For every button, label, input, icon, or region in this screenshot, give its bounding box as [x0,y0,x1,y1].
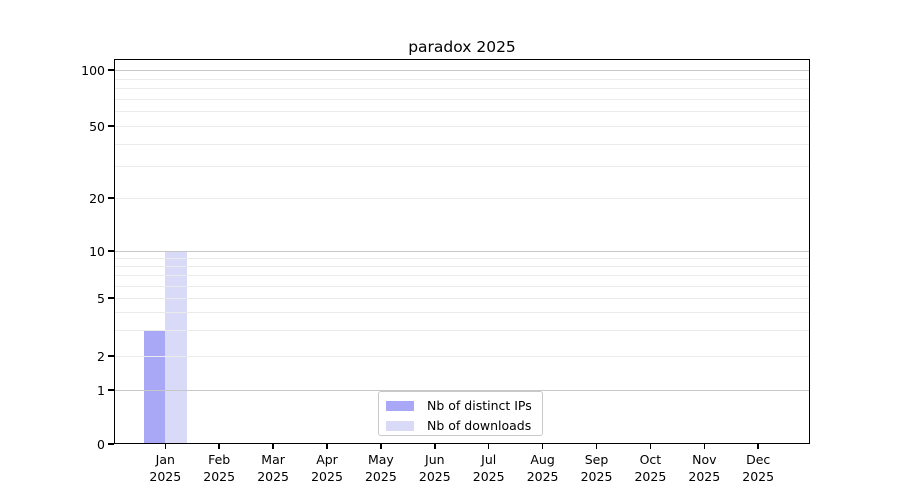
x-tick-label-aug: Aug 2025 [515,451,571,485]
x-tick-label-oct: Oct 2025 [622,451,678,485]
x-tick-jun [434,444,436,449]
x-tick-month-feb: Feb [208,452,231,467]
x-tick-year-aug: 2025 [526,469,559,484]
gridline-minor-30 [114,166,810,168]
x-tick-month-apr: Apr [316,452,338,467]
x-tick-year-dec: 2025 [742,469,775,484]
y-tick-label-10: 10 [89,243,105,259]
bar-downloads-jan [165,251,187,444]
chart-title: paradox 2025 [408,38,516,56]
x-tick-month-mar: Mar [261,452,285,467]
legend-item-downloads: Nb of downloads [386,416,542,435]
x-tick-label-dec: Dec 2025 [730,451,786,485]
x-tick-year-feb: 2025 [203,469,236,484]
x-tick-month-dec: Dec [746,452,771,467]
x-tick-year-apr: 2025 [311,469,343,484]
x-tick-oct [649,444,652,449]
bar-distinct-ips-jan [143,330,166,444]
x-tick-month-jun: Jun [425,452,445,467]
x-tick-year-oct: 2025 [634,469,667,484]
x-tick-sep [595,444,598,449]
gridline-minor-40 [114,143,810,145]
gridline-minor-2 [114,356,810,357]
y-tick-1 [108,389,114,391]
x-tick-jan [164,444,167,449]
gridline-minor-60 [114,111,810,113]
gridline-minor-9 [114,258,810,260]
x-tick-month-jan: Jan [155,452,175,467]
y-tick-20 [108,197,114,199]
y-tick-5 [108,297,114,299]
y-tick-label-50: 50 [89,118,105,134]
gridline-minor-4 [114,312,810,314]
x-tick-label-jun: Jun 2025 [407,451,463,485]
legend: Nb of distinct IPs Nb of downloads [378,391,543,436]
gridline-minor-90 [114,78,810,80]
y-tick-0 [108,443,114,445]
x-tick-apr [326,444,328,449]
x-tick-month-aug: Aug [530,452,555,467]
y-tick-label-2: 2 [97,348,105,364]
gridline-major-10 [114,251,810,252]
x-tick-label-may: May 2025 [353,451,409,485]
legend-label-downloads: Nb of downloads [427,417,532,433]
x-tick-year-jan: 2025 [149,469,182,484]
legend-swatch-downloads [386,420,414,431]
x-tick-year-sep: 2025 [580,469,613,484]
x-tick-year-jul: 2025 [472,469,505,484]
x-tick-nov [703,444,706,449]
y-tick-label-1: 1 [97,382,105,398]
x-tick-year-mar: 2025 [257,469,289,484]
y-tick-50 [108,125,114,127]
gridline-minor-5 [114,298,810,299]
x-tick-dec [757,444,759,449]
x-tick-month-may: May [367,452,394,467]
gridline-minor-50 [114,126,810,127]
y-tick-label-5: 5 [97,290,105,306]
x-tick-label-apr: Apr 2025 [299,451,355,485]
x-tick-year-nov: 2025 [688,469,721,484]
x-tick-month-sep: Sep [584,452,609,467]
y-tick-10 [108,250,114,252]
gridline-minor-70 [114,98,810,100]
legend-label-distinct-ips: Nb of distinct IPs [427,397,532,413]
x-tick-label-feb: Feb 2025 [191,451,247,485]
legend-item-distinct-ips: Nb of distinct IPs [386,396,542,415]
x-tick-feb [218,444,220,449]
legend-swatch-distinct-ips [386,400,414,411]
x-tick-label-nov: Nov 2025 [676,451,732,485]
x-tick-label-jul: Jul 2025 [461,451,517,485]
y-tick-label-100: 100 [81,62,105,78]
x-tick-label-jan: Jan 2025 [137,451,193,485]
gridline-minor-3 [114,330,810,332]
y-tick-100 [108,69,114,71]
gridline-minor-80 [114,88,810,90]
x-tick-label-sep: Sep 2025 [569,451,625,485]
gridline-minor-20 [114,198,810,199]
x-tick-mar [272,444,274,449]
x-tick-month-oct: Oct [639,452,662,467]
gridline-major-1 [114,390,810,391]
x-tick-may [380,444,382,449]
y-tick-label-20: 20 [89,190,105,206]
x-tick-month-nov: Nov [692,452,717,467]
gridline-minor-7 [114,275,810,277]
gridline-minor-8 [114,266,810,268]
y-tick-label-0: 0 [97,436,105,452]
gridline-minor-6 [114,285,810,287]
x-tick-month-jul: Jul [481,452,497,467]
x-tick-aug [541,444,544,449]
x-tick-year-jun: 2025 [418,469,451,484]
x-tick-year-may: 2025 [364,469,397,484]
y-tick-2 [108,355,114,357]
x-tick-label-mar: Mar 2025 [245,451,301,485]
x-tick-jul [487,444,490,449]
gridline-major-100 [114,70,810,71]
